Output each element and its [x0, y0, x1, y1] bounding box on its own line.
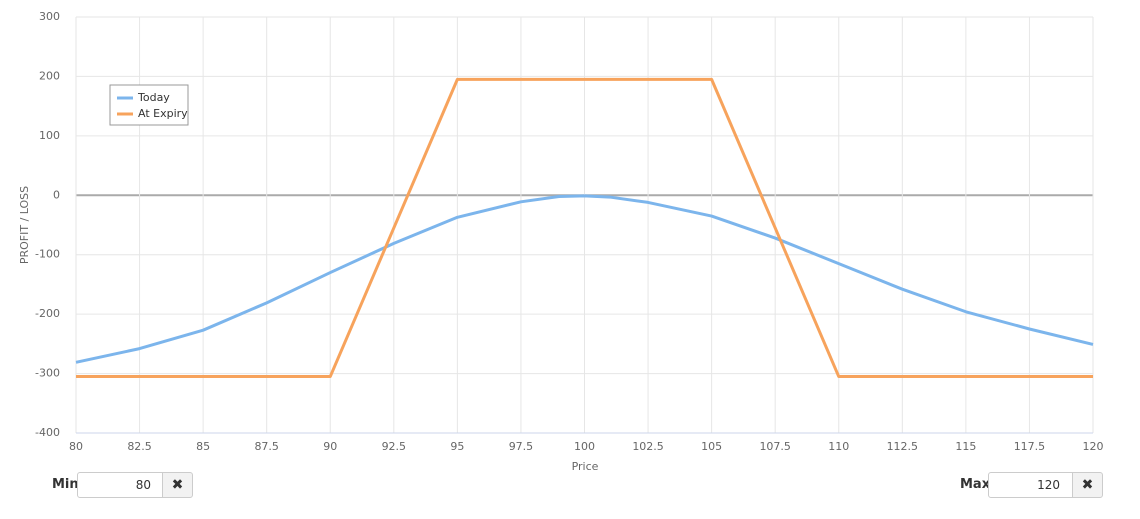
x-tick-label: 112.5 [887, 440, 919, 453]
min-clear-button[interactable]: ✖ [162, 472, 193, 498]
x-tick-label: 102.5 [632, 440, 664, 453]
legend-label: At Expiry [138, 107, 188, 120]
y-axis-label: PROFIT / LOSS [18, 186, 31, 264]
x-tick-label: 110 [828, 440, 849, 453]
x-tick-label: 87.5 [254, 440, 279, 453]
y-tick-label: 300 [39, 10, 60, 23]
x-tick-label: 90 [323, 440, 337, 453]
y-tick-label: 200 [39, 69, 60, 82]
max-input[interactable]: 120 [988, 472, 1073, 498]
y-tick-label: -100 [35, 248, 60, 261]
y-tick-label: 100 [39, 129, 60, 142]
max-clear-button[interactable]: ✖ [1072, 472, 1103, 498]
x-tick-label: 107.5 [759, 440, 791, 453]
x-tick-label: 117.5 [1014, 440, 1046, 453]
x-tick-label: 80 [69, 440, 83, 453]
x-tick-label: 105 [701, 440, 722, 453]
x-tick-label: 100 [574, 440, 595, 453]
y-tick-label: 0 [53, 188, 60, 201]
series-line [76, 77, 1093, 379]
x-tick-label: 95 [450, 440, 464, 453]
y-tick-label: -400 [35, 426, 60, 439]
x-tick-label: 115 [955, 440, 976, 453]
legend-box [109, 84, 189, 126]
min-label: Min [52, 477, 79, 492]
x-axis-label: Price [572, 460, 599, 473]
y-tick-label: -300 [35, 367, 60, 380]
min-input[interactable]: 80 [77, 472, 164, 498]
x-tick-label: 82.5 [127, 440, 152, 453]
x-tick-label: 97.5 [509, 440, 534, 453]
max-label: Max [960, 477, 991, 492]
x-tick-label: 85 [196, 440, 210, 453]
series-line [75, 194, 1094, 364]
x-tick-label: 120 [1083, 440, 1104, 453]
legend-label: Today [137, 91, 170, 104]
x-tick-label: 92.5 [382, 440, 407, 453]
y-tick-label: -200 [35, 307, 60, 320]
